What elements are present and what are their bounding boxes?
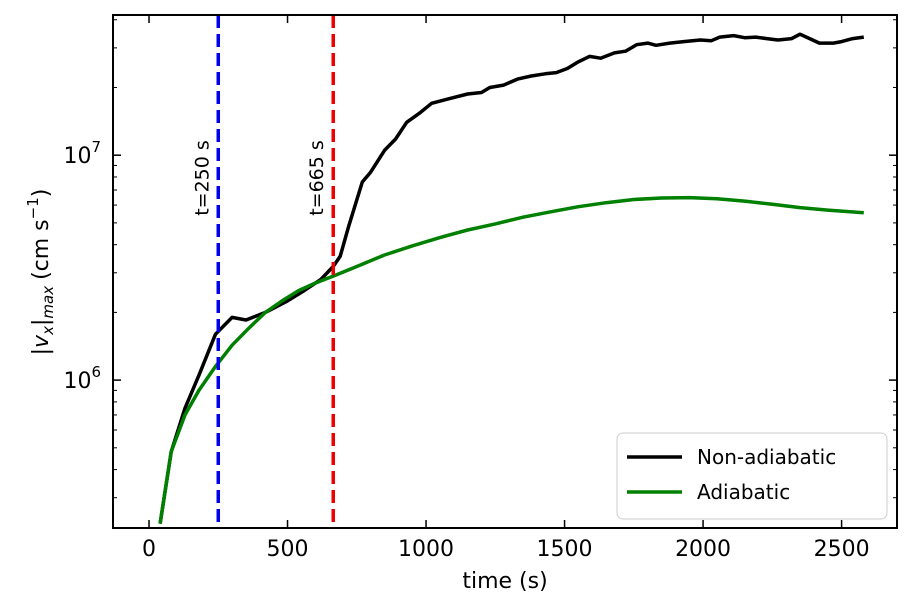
y-tick-label-base: 10 [63, 144, 91, 169]
x-axis-label: time (s) [462, 569, 547, 594]
x-tick-label-1000: 1000 [398, 537, 454, 562]
plot-frame [112, 14, 898, 529]
x-tick-label-2000: 2000 [675, 537, 731, 562]
y-label-max: max [39, 286, 57, 319]
y-label-unit: (cm s [29, 219, 54, 280]
y-label-x: x [39, 326, 57, 336]
y-label-close: ) [29, 189, 54, 198]
legend-label-adiabatic: Adiabatic [697, 480, 790, 504]
x-tick-label-500: 500 [267, 537, 309, 562]
y-tick-label-base: 10 [63, 369, 91, 394]
x-tick-label-1500: 1500 [537, 537, 593, 562]
x-tick-label-2500: 2500 [814, 537, 870, 562]
vline-label-t-250: t=250 s [191, 140, 213, 216]
y-tick-label-exp: 6 [91, 363, 101, 381]
y-label-v: v [29, 334, 54, 348]
vline-label-t-665: t=665 s [306, 140, 328, 216]
y-tick-label-exp: 7 [91, 138, 101, 156]
legend-label-non-adiabatic: Non-adiabatic [697, 445, 836, 469]
y-axis-label: |vx|max(cm s−1) [24, 189, 57, 356]
legend: Non-adiabatic Adiabatic [616, 432, 888, 520]
series-line-adiabatic [158, 195, 864, 524]
plot-area [158, 15, 865, 528]
y-tick-label-10000000: 107 [63, 138, 101, 169]
legend-box [616, 432, 888, 520]
y-label-exp: −1 [24, 197, 42, 219]
y-tick-label-1000000: 106 [63, 363, 101, 394]
x-tick-label-0: 0 [142, 537, 156, 562]
